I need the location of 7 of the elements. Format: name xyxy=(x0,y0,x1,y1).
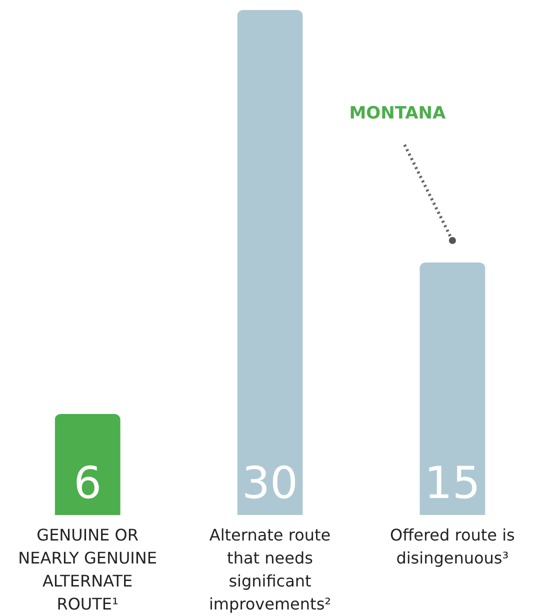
x-tick-label: Offered route is disingenuous³ xyxy=(390,526,515,568)
annotation: MONTANA xyxy=(349,104,446,124)
data-label: 6 xyxy=(74,458,102,509)
x-tick-label: Alternate route that needs significant improvements² xyxy=(208,526,332,614)
data-label: 30 xyxy=(242,458,298,509)
x-tick-label: GENUINE OR NEARLY GENUINE ALTERNATE ROUTE¹ xyxy=(18,526,157,614)
data-label: 15 xyxy=(424,458,480,509)
